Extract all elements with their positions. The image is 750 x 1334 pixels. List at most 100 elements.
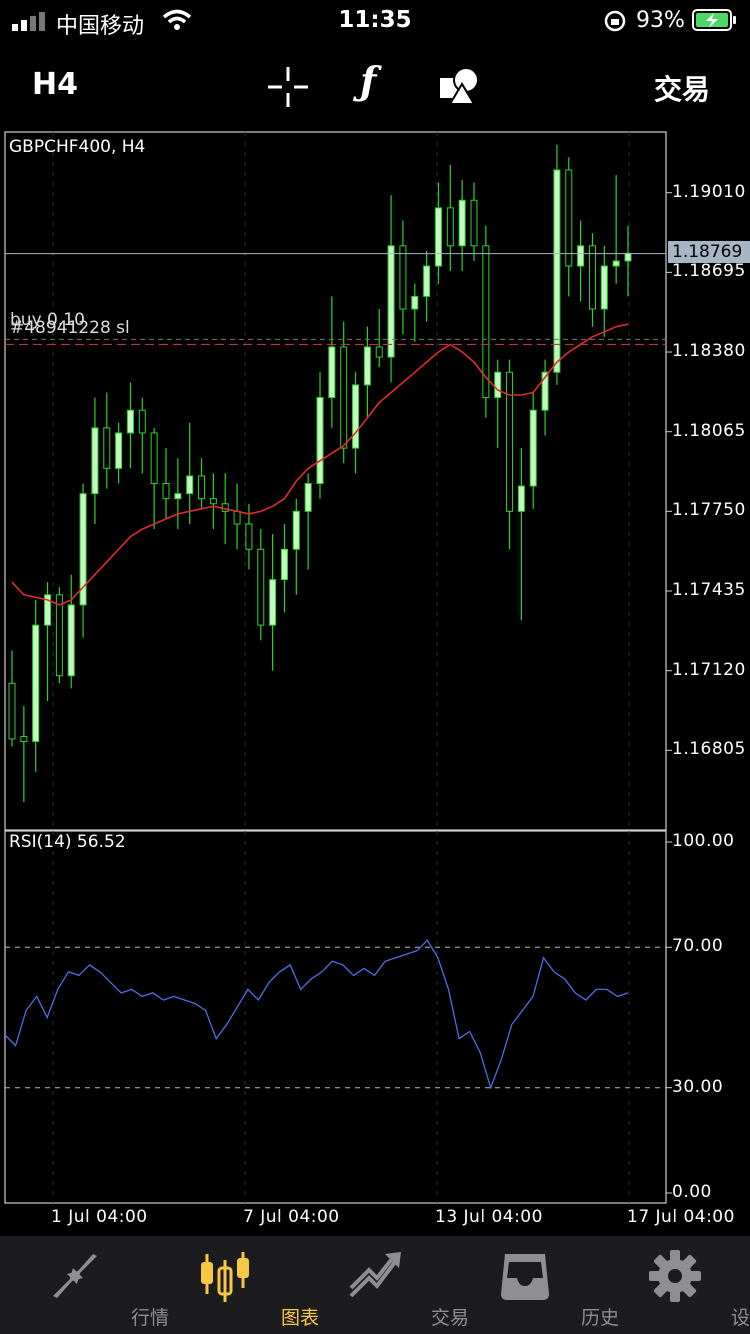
candle: [446, 164, 454, 272]
candle: [387, 195, 395, 383]
candle: [494, 359, 502, 449]
quotes-arrows-icon: [53, 1254, 97, 1298]
rsi-frame: [4, 830, 667, 1204]
candle: [529, 392, 537, 509]
price-tick-label: 1.17120: [672, 659, 746, 680]
rsi-tick-label: 100.00: [672, 831, 735, 851]
candle: [612, 174, 620, 284]
battery-charging-icon: [692, 9, 736, 31]
trade-button[interactable]: 交易: [654, 73, 711, 106]
tab-history[interactable]: 历史: [450, 1236, 619, 1334]
rsi-panel[interactable]: [0, 830, 750, 1206]
candle: [162, 448, 170, 519]
candle: [541, 359, 549, 436]
time-tick-label: 13 Jul 04:00: [435, 1207, 543, 1227]
candle: [32, 599, 40, 772]
candle: [434, 182, 442, 284]
carrier-name: 中国移动: [56, 14, 145, 39]
candle: [577, 220, 585, 302]
chart-symbol-label: GBPCHF400, H4: [9, 137, 146, 157]
price-tick-label: 1.18380: [672, 341, 746, 362]
timeframe-button[interactable]: H4: [32, 67, 78, 102]
candle: [292, 498, 300, 595]
trade-trend-icon: [349, 1252, 401, 1298]
candle: [600, 245, 608, 337]
price-tick-label: 1.17435: [672, 580, 746, 600]
candle: [588, 233, 596, 327]
candle: [423, 250, 431, 322]
status-bar: 中国移动 11:35 93%: [0, 0, 750, 40]
candle: [328, 296, 336, 428]
candle: [399, 220, 407, 335]
time-tick-label: 1 Jul 04:00: [51, 1207, 148, 1227]
candle: [126, 382, 134, 469]
candle: [482, 225, 490, 418]
candle: [257, 529, 265, 641]
signal-icon: [12, 12, 45, 31]
tab-trade[interactable]: 交易: [300, 1236, 469, 1334]
candle: [506, 359, 514, 550]
rotation-lock-icon: [604, 10, 626, 32]
candle: [624, 225, 632, 297]
tab-charts[interactable]: 图表: [150, 1236, 319, 1334]
rsi-tick-label: 30.00: [672, 1076, 724, 1097]
time-tick-label: 7 Jul 04:00: [243, 1207, 340, 1227]
candle: [245, 503, 253, 570]
candle: [458, 180, 466, 272]
candle: [115, 422, 123, 484]
candle: [103, 392, 111, 489]
order-label: buy 0.10: [10, 310, 85, 330]
candle: [91, 397, 99, 524]
moving-average-line: [11, 323, 629, 606]
candle: [209, 473, 217, 530]
function-icon[interactable]: ƒ: [360, 58, 377, 103]
current-price-tag: 1.18769: [668, 241, 750, 263]
candle: [138, 397, 146, 474]
rsi-line: [4, 939, 629, 1090]
rsi-label: RSI(14) 56.52: [9, 832, 126, 852]
candle: [304, 473, 312, 570]
candle: [517, 448, 525, 621]
clock: 11:35: [338, 7, 412, 33]
candles-icon: [201, 1252, 249, 1302]
price-tick-label: 1.17750: [672, 500, 746, 521]
chart-frame: [4, 131, 667, 831]
candle: [174, 458, 182, 530]
objects-icon[interactable]: [438, 66, 482, 106]
chart-toolbar: H4 ƒ 交易: [0, 56, 750, 116]
battery-percent: 93%: [636, 8, 685, 33]
candle: [470, 182, 478, 261]
crosshair-icon[interactable]: [266, 66, 310, 108]
tab-quotes[interactable]: 行情: [0, 1236, 169, 1334]
price-tick-label: 1.16805: [672, 739, 746, 760]
wifi-icon: [162, 9, 192, 30]
candle: [352, 372, 360, 474]
rsi-tick-label: 70.00: [672, 936, 724, 957]
order-sl-label: #48941228 sl: [10, 318, 130, 338]
candle: [269, 534, 277, 671]
bottom-tab-bar: 行情 图表 交易 历史: [0, 1236, 750, 1334]
price-tick-label: 1.18065: [672, 420, 746, 441]
candle: [44, 582, 52, 702]
candle: [565, 157, 573, 297]
candle: [411, 283, 419, 342]
candle: [316, 372, 324, 499]
candle: [553, 144, 561, 385]
price-tick-label: 1.19010: [672, 181, 746, 202]
gear-icon: [649, 1250, 701, 1302]
candle: [20, 706, 28, 803]
candle: [375, 309, 383, 368]
tab-settings[interactable]: 设置: [600, 1236, 750, 1334]
price-chart[interactable]: [0, 128, 750, 832]
candle: [79, 483, 87, 638]
candle: [8, 650, 16, 747]
candle: [55, 587, 63, 684]
candle: [340, 321, 348, 464]
price-tick-label: 1.18695: [672, 261, 746, 282]
candle: [67, 574, 75, 689]
candle: [233, 483, 241, 550]
candle: [150, 427, 158, 530]
candle: [186, 422, 194, 524]
time-tick-label: 17 Jul 04:00: [627, 1207, 735, 1227]
candle: [363, 326, 371, 418]
